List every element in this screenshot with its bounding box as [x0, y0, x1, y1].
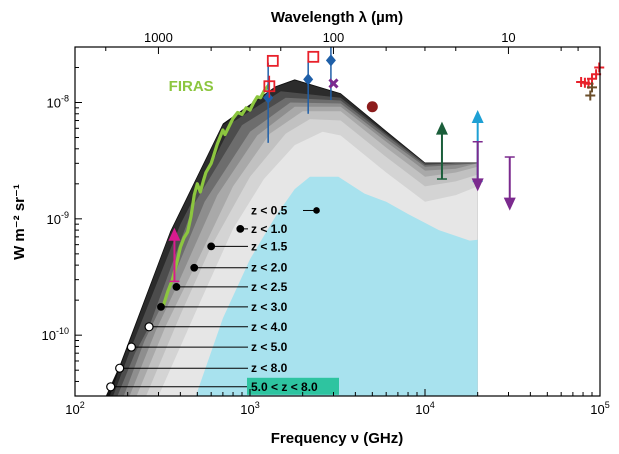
dot-z-3-0 — [157, 302, 165, 311]
dot-z-8-0 — [115, 363, 125, 373]
dot-z-1-5 — [207, 242, 216, 251]
x2-tick-label-1000: 1000 — [144, 30, 173, 45]
x2-axis-title: Wavelength λ (µm) — [271, 9, 403, 26]
y-tick-label-9: 10-9 — [47, 210, 69, 227]
area-layer — [105, 79, 478, 397]
label-z-1-0: z < 1.0 — [251, 222, 288, 236]
dot-z-2-0 — [190, 263, 199, 272]
dot-z-4-0 — [144, 322, 154, 332]
purple-cross-point-0 — [328, 78, 339, 89]
x-tick-label-2: 102 — [65, 400, 84, 417]
dot-z-1-0 — [236, 224, 245, 233]
axes-layer: 102 103 104 105 1000 100 10 10-10 10-9 10-8 — [42, 30, 610, 417]
dot-highlight — [106, 382, 116, 392]
brown-plus-point-1 — [586, 82, 597, 93]
dot-z-2-5 — [172, 282, 181, 291]
label-z-1-5: z < 1.5 — [251, 239, 288, 253]
firas-label: FIRAS — [169, 78, 214, 95]
red-square-point-1 — [266, 54, 279, 67]
y-tick-label-8: 10-8 — [47, 94, 69, 111]
purple-upperlimit-point-1 — [503, 197, 516, 211]
label-z-2-5: z < 2.5 — [251, 280, 288, 294]
highlight-box — [247, 377, 339, 395]
darkred-circle-point-0 — [366, 101, 378, 113]
points-layer — [168, 47, 605, 283]
red-plus-point-5 — [594, 62, 605, 73]
area-z-0-5 — [195, 176, 478, 396]
blue-diamond-point-1 — [303, 73, 314, 86]
green-limit-point-0 — [435, 121, 448, 135]
dot-z-0-5 — [313, 207, 320, 214]
label-z-4-0: z < 4.0 — [251, 320, 288, 334]
y-axis-title: W m⁻² sr⁻¹ — [11, 184, 28, 260]
dot-z-5-0 — [126, 342, 136, 352]
x2-tick-label-10: 10 — [501, 30, 515, 45]
firas-layer: FIRAS — [161, 78, 271, 306]
y-tick-label-10: 10-10 — [42, 326, 69, 343]
x-tick-label-5: 105 — [590, 400, 609, 417]
label-z-2-0: z < 2.0 — [251, 261, 288, 275]
label-z-3-0: z < 3.0 — [251, 300, 288, 314]
red-square-point-2 — [307, 50, 320, 63]
label-z-0-5: z < 0.5 — [251, 203, 288, 217]
z-labels-layer: z < 0.5 z < 1.0 z < 1.5 z < 2.0 z < 2.5 z < 3… — [106, 203, 339, 395]
cyan-limit-point-0 — [471, 110, 484, 124]
label-z-5-0: z < 5.0 — [251, 340, 288, 354]
plot-frame — [74, 46, 601, 397]
label-z-8-0: z < 8.0 — [251, 361, 288, 375]
x-axis-title: Frequency ν (GHz) — [271, 430, 404, 447]
x-tick-label-3: 103 — [240, 400, 259, 417]
red-square-point-0 — [263, 80, 276, 93]
magenta-limit-point-0 — [168, 227, 181, 241]
blue-diamond-point-0 — [263, 91, 274, 104]
firas-curve — [161, 83, 271, 306]
x-tick-label-4: 104 — [415, 400, 434, 417]
label-highlight: 5.0 < z < 8.0 — [251, 380, 318, 394]
brown-plus-point-0 — [585, 90, 596, 101]
x2-tick-label-100: 100 — [323, 30, 345, 45]
purple-upperlimit-point-0 — [471, 178, 484, 192]
blue-diamond-point-2 — [325, 54, 336, 67]
